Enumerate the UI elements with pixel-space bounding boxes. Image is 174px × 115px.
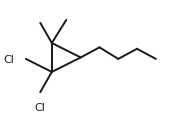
Text: Cl: Cl	[35, 102, 46, 112]
Text: Cl: Cl	[3, 54, 14, 64]
